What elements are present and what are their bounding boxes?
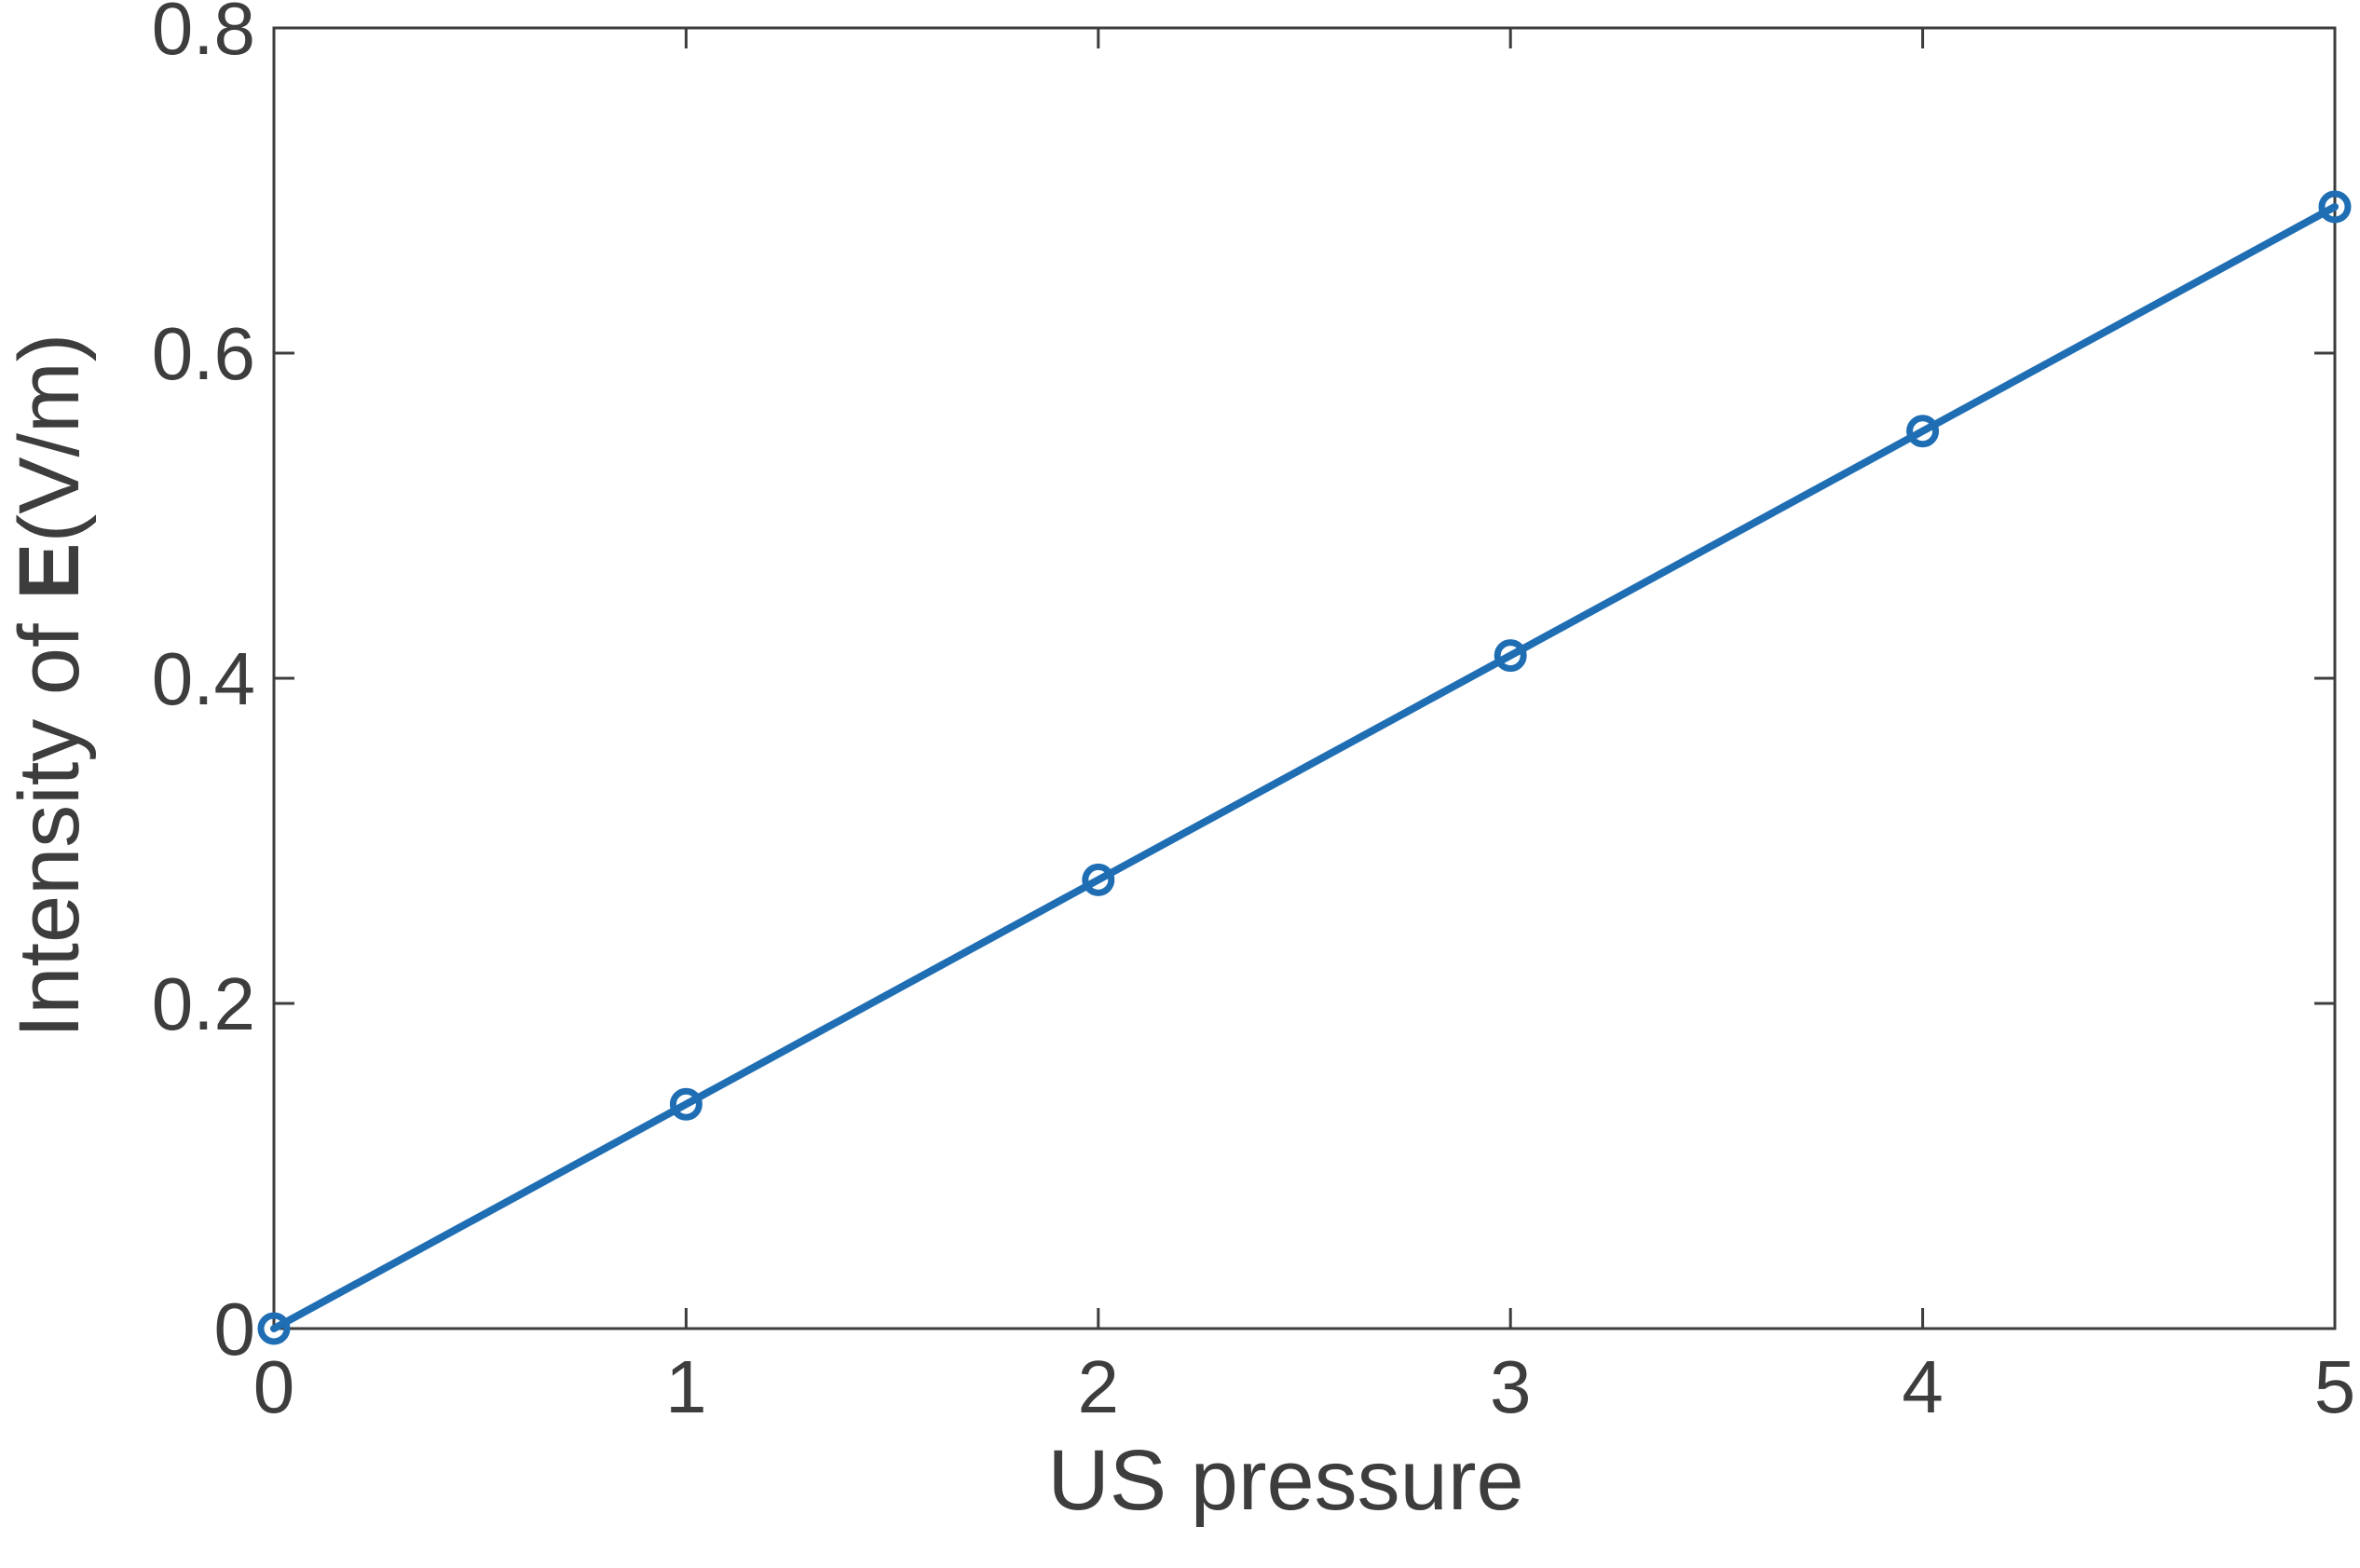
x-axis: 0 1 2 3 4 5: [253, 28, 2356, 1428]
y-tick-label: 0.2: [152, 962, 255, 1045]
data-point: [1906, 415, 1940, 448]
x-tick-label: 3: [1490, 1345, 1532, 1428]
y-axis-label-bold: E: [2, 543, 97, 600]
y-tick-label: 0: [214, 1288, 256, 1370]
y-axis-label-suffix: (V/m): [2, 334, 97, 543]
data-point: [669, 1087, 703, 1121]
series-line: [270, 202, 2339, 1332]
x-tick-label: 4: [1902, 1345, 1944, 1428]
data-point: [2318, 190, 2352, 224]
y-axis: 0 0.2 0.4 0.6 0.8: [152, 0, 2335, 1370]
data-point: [257, 1312, 291, 1345]
y-axis-label-prefix: Intensity of: [2, 600, 97, 1038]
y-tick-label: 0.8: [152, 0, 255, 70]
x-tick-label: 2: [1078, 1345, 1120, 1428]
data-point: [1494, 639, 1527, 673]
x-tick-label: 5: [2314, 1345, 2356, 1428]
x-tick-label: 1: [665, 1345, 707, 1428]
x-axis-label: US pressure: [1047, 1433, 1523, 1528]
plot-area: [272, 26, 2337, 1330]
y-tick-label: 0.6: [152, 312, 255, 395]
y-axis-label: Intensity of E(V/m): [2, 334, 97, 1039]
plot-frame: [272, 26, 2337, 1330]
x-tick-label: 0: [253, 1345, 295, 1428]
y-tick-label: 0.4: [152, 637, 255, 720]
data-point: [1082, 863, 1115, 896]
series-layer: [257, 190, 2352, 1345]
